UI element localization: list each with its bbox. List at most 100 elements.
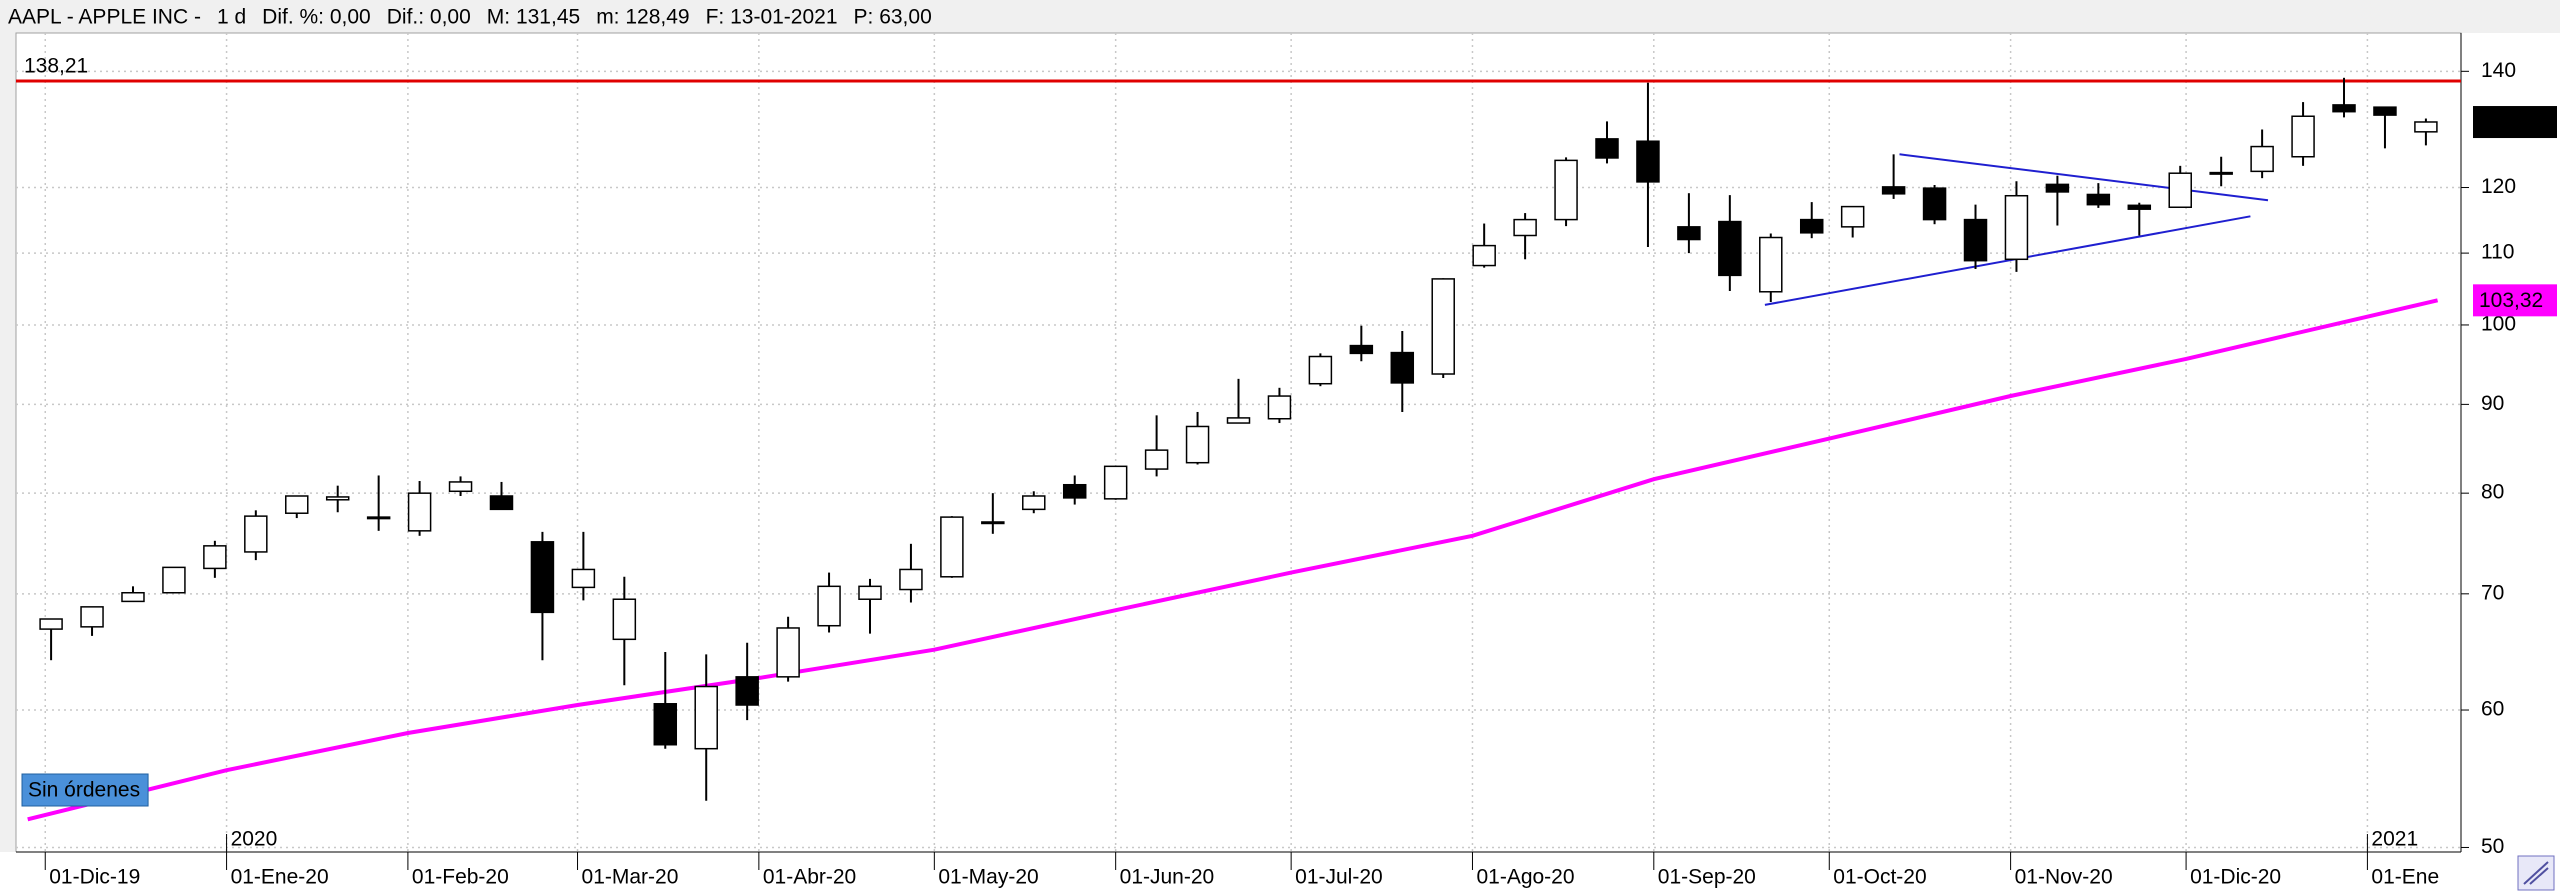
candle-body — [1144, 449, 1169, 470]
candle-body — [1349, 344, 1374, 355]
candle-body — [1554, 159, 1578, 221]
settings-icon-glyph — [2523, 861, 2549, 885]
last-close-label-box — [2473, 106, 2557, 139]
candle-body — [653, 703, 678, 746]
candle-body — [1922, 187, 1947, 221]
resistance-label: 138,21 — [24, 55, 88, 78]
x-tick-label: 01-Ago-20 — [1476, 866, 1574, 889]
candle-body — [940, 516, 964, 578]
candle-body — [1840, 205, 1865, 228]
candle-body — [1431, 278, 1455, 375]
trendline — [1764, 215, 2251, 306]
candle-body — [1022, 495, 1046, 511]
candle-body — [162, 566, 186, 594]
y-axis-area — [2461, 33, 2560, 852]
candle-body — [2414, 121, 2438, 133]
candle-body — [244, 515, 268, 553]
candle-body — [530, 541, 555, 614]
candle-body — [1595, 138, 1619, 159]
candle-body — [2373, 106, 2397, 116]
candle-body — [39, 618, 63, 630]
y-tick-label: 50 — [2481, 835, 2504, 858]
candle-body — [899, 568, 923, 591]
x-tick-label: 01-Jun-20 — [1120, 866, 1215, 889]
candle-body — [121, 591, 145, 603]
y-tick-label: 120 — [2481, 175, 2516, 198]
x-tick-label: 01-Dic-19 — [49, 866, 140, 889]
x-tick-label: 01-Sep-20 — [1658, 866, 1756, 889]
candle-body — [817, 585, 841, 627]
candle-body — [1185, 425, 1210, 464]
candle-body — [80, 606, 104, 628]
y-tick-label: 90 — [2481, 392, 2504, 415]
candle-body — [612, 598, 637, 641]
candle-body — [1799, 218, 1824, 234]
candle-body — [448, 481, 473, 493]
candle-body — [1881, 186, 1906, 195]
candle-body — [366, 516, 391, 520]
candle-body — [1677, 226, 1701, 241]
x-tick-label: 01-Oct-20 — [1833, 866, 1926, 889]
header-field: Dif.: 0,00 — [387, 6, 471, 29]
candle-body — [2291, 115, 2315, 158]
y-tick-label: 140 — [2481, 59, 2516, 82]
candle-body — [1390, 351, 1415, 384]
candle-body — [1718, 220, 1742, 277]
x-tick-label: 01-Dic-20 — [2190, 866, 2281, 889]
status-box — [21, 773, 149, 807]
candle-body — [981, 521, 1005, 525]
candle-body — [325, 496, 350, 501]
x-tick-label: 01-Ene — [2371, 866, 2439, 889]
x-axis-area — [0, 852, 2560, 893]
x-tick-label: 01-Ene-20 — [231, 866, 329, 889]
candle-body — [694, 685, 718, 750]
x-tick-label: 01-May-20 — [938, 866, 1038, 889]
candle-body — [776, 627, 800, 678]
moving-average — [27, 298, 2439, 822]
candle-body — [2045, 183, 2070, 193]
header-field: P: 63,00 — [854, 6, 932, 29]
x-tick-label: 01-Mar-20 — [582, 866, 679, 889]
moving-average-label: 103,32 — [2479, 289, 2543, 312]
x-tick-label: 01-Feb-20 — [412, 866, 509, 889]
candle-body — [489, 495, 514, 511]
header-field: Dif. %: 0,00 — [262, 6, 371, 29]
candle-body — [2332, 104, 2356, 113]
candle-body — [2127, 204, 2152, 210]
header-field: AAPL - APPLE INC - — [8, 6, 201, 29]
candle-body — [2168, 172, 2192, 208]
y-tick-label: 60 — [2481, 698, 2504, 721]
candle-body — [407, 492, 432, 532]
last-close-label: 130,89 — [2479, 111, 2543, 134]
candle-body — [1226, 417, 1251, 424]
y-tick-label: 110 — [2481, 241, 2514, 264]
y-tick-label: 100 — [2481, 313, 2516, 336]
candle-body — [858, 585, 882, 600]
candle-body — [571, 568, 596, 589]
candle-body — [2209, 171, 2233, 175]
y-tick-label: 80 — [2481, 481, 2504, 504]
y-tick-label: 70 — [2481, 581, 2504, 604]
candle-body — [2004, 194, 2029, 261]
x-tick-label: 01-Jul-20 — [1295, 866, 1383, 889]
plot-area — [15, 32, 2462, 853]
candle-body — [735, 676, 759, 706]
header-field: m: 128,49 — [596, 6, 689, 29]
candle-body — [1267, 395, 1292, 420]
candle-body — [203, 545, 227, 570]
candle-body — [1759, 236, 1783, 293]
moving-average-label-box — [2473, 284, 2557, 317]
x-tick-label: 01-Abr-20 — [763, 866, 856, 889]
header-field: M: 131,45 — [487, 6, 580, 29]
candle-body — [285, 495, 309, 514]
candle-body — [1513, 218, 1537, 237]
header-field: 1 d — [217, 6, 246, 29]
status-label: Sin órdenes — [28, 779, 140, 802]
candle-body — [1308, 355, 1333, 385]
trendline — [1899, 153, 2269, 202]
candle-body — [1062, 483, 1087, 499]
candle-body — [1963, 218, 1988, 262]
header-field: F: 13-01-2021 — [706, 6, 838, 29]
